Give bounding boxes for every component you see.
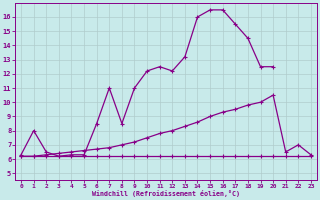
X-axis label: Windchill (Refroidissement éolien,°C): Windchill (Refroidissement éolien,°C) xyxy=(92,190,240,197)
